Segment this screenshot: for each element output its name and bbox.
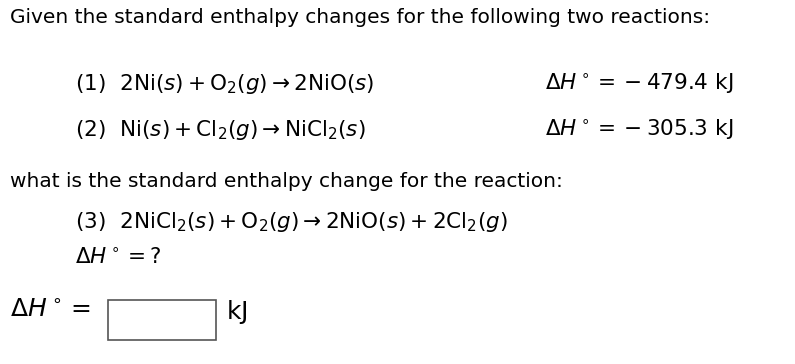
Text: $(1)\ \ 2\mathrm{Ni}(\mathit{s}) + \mathrm{O}_2(\mathit{g}) \rightarrow 2\mathrm: $(1)\ \ 2\mathrm{Ni}(\mathit{s}) + \math…: [75, 72, 374, 96]
Text: $\Delta H^\circ = -305.3\ \mathrm{kJ}$: $\Delta H^\circ = -305.3\ \mathrm{kJ}$: [545, 118, 733, 142]
Text: $(2)\ \ \mathrm{Ni}(\mathit{s}) + \mathrm{Cl}_2(\mathit{g}) \rightarrow \mathrm{: $(2)\ \ \mathrm{Ni}(\mathit{s}) + \mathr…: [75, 118, 366, 142]
Text: $(3)\ \ 2\mathrm{NiCl}_2(\mathit{s}) + \mathrm{O}_2(\mathit{g}) \rightarrow 2\ma: $(3)\ \ 2\mathrm{NiCl}_2(\mathit{s}) + \…: [75, 210, 508, 234]
FancyBboxPatch shape: [108, 300, 216, 340]
Text: $\Delta H^\circ =$: $\Delta H^\circ =$: [10, 298, 91, 322]
Text: what is the standard enthalpy change for the reaction:: what is the standard enthalpy change for…: [10, 172, 563, 191]
Text: $\Delta H^\circ =?$: $\Delta H^\circ =?$: [75, 248, 161, 268]
Text: $\Delta H^\circ = -479.4\ \mathrm{kJ}$: $\Delta H^\circ = -479.4\ \mathrm{kJ}$: [545, 72, 733, 96]
Text: Given the standard enthalpy changes for the following two reactions:: Given the standard enthalpy changes for …: [10, 8, 710, 27]
Text: $\mathrm{kJ}$: $\mathrm{kJ}$: [226, 298, 247, 326]
